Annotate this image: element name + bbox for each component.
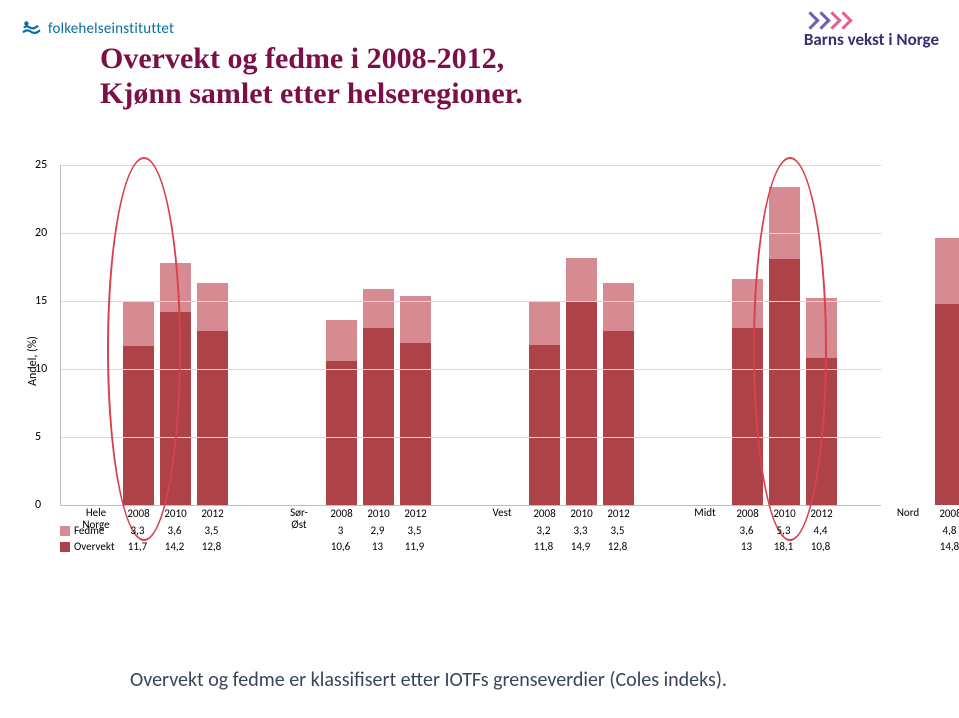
chart-table-cell: 3,2 (526, 524, 561, 537)
chart-year-label: 2008 (326, 507, 357, 520)
chart-legend-swatch (60, 526, 70, 536)
chart-group-label-col: Midt (684, 165, 726, 505)
chart-bar-fedme (529, 301, 560, 345)
chart-group-label-col: Nord (887, 165, 929, 505)
fhi-mark-icon (20, 18, 42, 40)
chart-legend-label: Fedme (74, 524, 104, 537)
chart-bar-fedme (935, 238, 959, 303)
chart-bar-overvekt (400, 343, 431, 505)
chart-table-row: Fedme3,33,63,532,93,53,23,33,53,65,34,44… (60, 524, 880, 540)
chart-bar-overvekt (363, 328, 394, 505)
chart-table-cell: 3 (323, 524, 358, 537)
chart-table-cell: 14,8 (932, 540, 959, 553)
chart-bar-fedme (603, 283, 634, 331)
chart-bar-overvekt (326, 361, 357, 505)
chart-ytick: 10 (35, 362, 47, 376)
chart-data-table: Fedme3,33,63,532,93,53,23,33,53,65,34,44… (60, 524, 880, 556)
fhi-wordmark: folkehelseinstituttet (48, 20, 174, 38)
chart-table-cell: 11,8 (526, 540, 561, 553)
chart-bar-overvekt (935, 304, 959, 505)
chart-year-label: 2010 (160, 507, 191, 520)
chart-table-row: Overvekt11,714,212,810,61311,911,814,912… (60, 540, 880, 556)
slide-caption: Overvekt og fedme er klassifisert etter … (130, 668, 727, 692)
chart-group-label: Nord (887, 507, 929, 519)
chart-table-cell: 4,4 (803, 524, 838, 537)
chart-bar-fedme (400, 296, 431, 344)
chart-table-cell: 3,6 (729, 524, 764, 537)
chart-year-label: 2010 (363, 507, 394, 520)
chart-table-cell: 3,5 (194, 524, 229, 537)
chart-year-label: 2012 (806, 507, 837, 520)
chart-legend-label: Overvekt (74, 540, 115, 553)
chart-year-label: 2012 (197, 507, 228, 520)
chart-group-label: Midt (684, 507, 726, 519)
chart-year-label: 2008 (529, 507, 560, 520)
chart-ytick: 5 (35, 430, 41, 444)
chart-bar-fedme (566, 258, 597, 303)
logo-folkehelseinstituttet: folkehelseinstituttet (20, 18, 174, 40)
chart-bar-overvekt (603, 331, 634, 505)
chart-ytick: 20 (35, 226, 47, 240)
chart-group-label-col: Sør-Øst (278, 165, 320, 505)
chart-ylabel: Andel, (%) (26, 336, 40, 386)
chart-year-label: 2012 (400, 507, 431, 520)
chart-table-cell: 13 (360, 540, 395, 553)
chart-gridline (61, 233, 881, 234)
slide-title: Overvekt og fedme i 2008-2012, Kjønn sam… (100, 42, 523, 111)
chart-annotation-oval (107, 157, 181, 541)
chart-container: Andel, (%) HeleNorge200820102012Sør-Øst2… (60, 165, 880, 556)
chart-table-cell: 3,5 (397, 524, 432, 537)
chart-bar-fedme (197, 283, 228, 331)
chart-year-label: 2010 (566, 507, 597, 520)
chart-gridline (61, 165, 881, 166)
barns-text: Barns vekst i Norge (804, 29, 939, 50)
chart-ytick: 0 (35, 498, 41, 512)
chart-table-cell: 3,3 (120, 524, 155, 537)
chart-table-cell: 12,8 (194, 540, 229, 553)
chart-table-cell: 3,5 (600, 524, 635, 537)
title-line-1: Overvekt og fedme i 2008-2012, (100, 42, 523, 77)
chart-table-cell: 11,7 (120, 540, 155, 553)
chart-annotation-oval (753, 157, 827, 541)
chart-table-cell: 14,9 (563, 540, 598, 553)
chart-table-cell: 4,8 (932, 524, 959, 537)
chart-plot-area: HeleNorge200820102012Sør-Øst200820102012… (60, 165, 881, 506)
chart-table-cell: 11,9 (397, 540, 432, 553)
logo-barns-vekst: Barns vekst i Norge (804, 14, 939, 50)
chart-table-cell: 14,2 (157, 540, 192, 553)
chart-table-cell: 10,6 (323, 540, 358, 553)
title-line-2: Kjønn samlet etter helseregioner. (100, 77, 523, 112)
chart-ytick: 15 (35, 294, 47, 308)
chart-table-cell: 10,8 (803, 540, 838, 553)
chart-bar-fedme (363, 289, 394, 328)
chart-table-cell: 13 (729, 540, 764, 553)
chart-group-label: Vest (481, 507, 523, 519)
barns-chevrons-icon (804, 14, 939, 27)
chart-table-cell: 2,9 (360, 524, 395, 537)
chart-year-label: 2008 (732, 507, 763, 520)
chart-bar-overvekt (197, 331, 228, 505)
chart-ytick: 25 (35, 158, 47, 172)
chart-legend-swatch (60, 542, 70, 552)
chart-table-cell: 3,6 (157, 524, 192, 537)
chart-year-label: 2008 (935, 507, 959, 520)
chart-table-cell: 5,3 (766, 524, 801, 537)
chart-table-cell: 18,1 (766, 540, 801, 553)
chart-table-cell: 3,3 (563, 524, 598, 537)
chart-bar-overvekt (566, 302, 597, 505)
chart-group-label-col: Vest (481, 165, 523, 505)
chart-year-label: 2012 (603, 507, 634, 520)
chart-bar-fedme (326, 320, 357, 361)
chart-table-cell: 12,8 (600, 540, 635, 553)
